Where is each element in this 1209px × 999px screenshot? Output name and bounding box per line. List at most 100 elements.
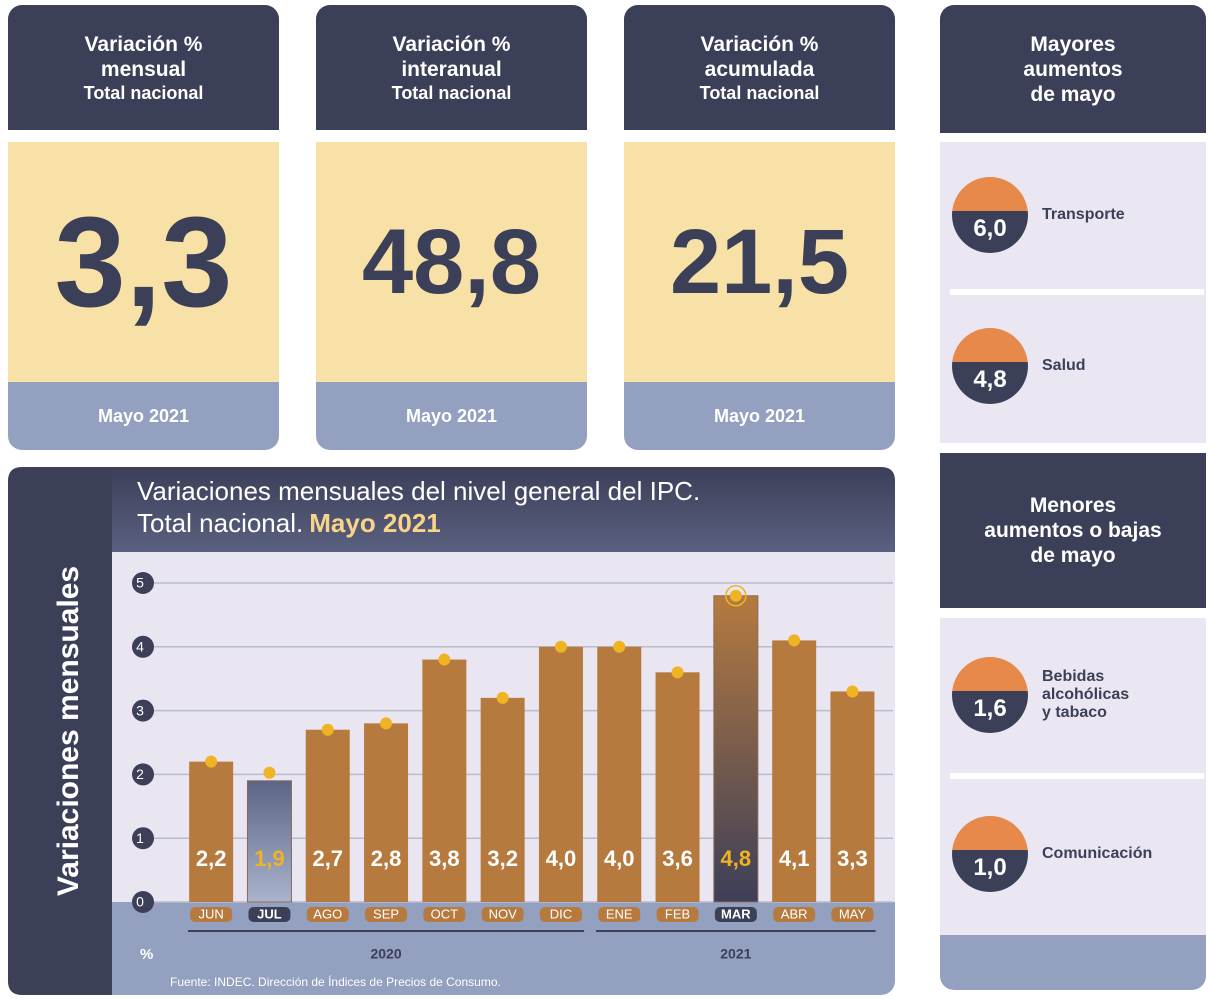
x-tick-label: FEB <box>665 906 690 921</box>
bar <box>830 691 875 902</box>
bar <box>480 697 525 902</box>
title-line: Variaciones mensuales del nivel general … <box>137 476 700 506</box>
value-label: 2,2 <box>196 846 227 871</box>
card-value: 48,8 <box>316 142 587 382</box>
y-tick-label: 4 <box>136 639 144 655</box>
y-tick-label: 5 <box>136 575 144 591</box>
y-tick-label: 1 <box>136 830 144 846</box>
value-label: 3,3 <box>837 846 868 871</box>
separator <box>950 288 1204 295</box>
side-title: aumentos o bajas <box>984 519 1162 542</box>
card-value: 21,5 <box>624 142 895 382</box>
value-label: 4,0 <box>604 846 635 871</box>
item-label-line: Bebidas <box>1042 668 1105 686</box>
item-label-line: Transporte <box>1042 206 1125 224</box>
card-value: 3,3 <box>8 142 279 382</box>
card-period: Mayo 2021 <box>624 382 895 450</box>
x-tick-pill <box>190 907 233 922</box>
value-label: 3,2 <box>487 846 518 871</box>
side-list: 1,6 Bebidas alcohólicas y tabaco 1,0 Comunica… <box>940 618 1206 935</box>
value-label: 2,8 <box>371 846 402 871</box>
bar <box>538 646 583 902</box>
y-tick-label: 0 <box>136 894 144 910</box>
x-tick-pill <box>423 907 466 922</box>
source: Fuente: INDEC. Dirección de Índices de P… <box>170 974 501 989</box>
x-tick-pill <box>481 907 524 922</box>
bar <box>305 729 350 902</box>
side-title: Mayores <box>1030 32 1116 56</box>
group-label: 2020 <box>370 946 401 962</box>
x-tick-label: OCT <box>431 906 459 921</box>
x-tick-pill <box>831 907 874 922</box>
item-value: 6,0 <box>952 177 1028 254</box>
item-label-line: Salud <box>1042 356 1086 374</box>
bar <box>189 761 234 902</box>
dot-ring <box>725 585 747 607</box>
y-tick-marker <box>132 572 154 594</box>
title-highlight: Mayo 2021 <box>309 508 441 538</box>
y-tick-marker <box>132 891 154 913</box>
y-unit: % <box>140 946 153 963</box>
item-label: Transporte <box>1042 206 1125 224</box>
x-tick-label: ENE <box>606 906 633 921</box>
dot <box>554 640 567 653</box>
card-header: Variación % mensual Total nacional <box>8 5 279 130</box>
chart-title: Variaciones mensuales del nivel general … <box>137 476 700 538</box>
value-label: 3,6 <box>662 846 693 871</box>
dot <box>729 589 742 602</box>
side-item: 6,0 Transporte <box>952 142 1125 289</box>
item-label-line: alcohólicas <box>1042 686 1130 704</box>
group-label: 2021 <box>720 946 751 962</box>
dot <box>613 640 626 653</box>
x-tick-label: MAY <box>839 906 867 921</box>
item-label: Salud <box>1042 357 1086 375</box>
value-label: 4,1 <box>779 846 810 871</box>
card-period: Mayo 2021 <box>316 382 587 450</box>
dot <box>263 766 276 779</box>
item-label-line: Comunicación <box>1042 844 1153 862</box>
side-item: 1,6 Bebidas alcohólicas y tabaco <box>952 618 1129 773</box>
item-label-line: y tabaco <box>1042 704 1107 722</box>
y-tick-label: 3 <box>136 702 144 718</box>
item-label: Comunicación <box>1042 845 1152 863</box>
x-tick-label: ABR <box>781 906 808 921</box>
dot <box>496 691 509 704</box>
card-title: interanual <box>401 57 502 81</box>
card-header: Variación % acumulada Total nacional <box>624 5 895 130</box>
x-tick-label: AGO <box>313 906 342 921</box>
dot <box>438 653 451 666</box>
x-tick-label: SEP <box>373 906 399 921</box>
bar <box>655 672 700 902</box>
x-tick-pill <box>714 907 757 922</box>
card-title: Variación % <box>392 32 511 56</box>
x-tick-label: MAR <box>721 906 751 921</box>
side-item: 4,8 Salud <box>952 293 1086 440</box>
y-tick-marker <box>132 763 154 786</box>
side-strip <box>8 467 112 995</box>
side-item: 1,0 Comunicación <box>952 777 1152 932</box>
x-tick-label: JUL <box>257 906 282 921</box>
bar <box>422 659 467 902</box>
title-panel <box>112 467 895 552</box>
card-title: mensual <box>100 57 187 81</box>
item-value: 4,8 <box>952 327 1028 404</box>
x-tick-label: DIC <box>550 906 572 921</box>
item-label: Bebidas alcohólicas y tabaco <box>1042 668 1129 722</box>
value-label: 1,9 <box>254 846 285 871</box>
side-list: 6,0 Transporte 4,8 Salud <box>940 142 1206 443</box>
bar <box>364 723 409 902</box>
card-subtitle: Total nacional <box>699 82 820 103</box>
title-line: Total nacional. <box>137 508 303 538</box>
card-header: Variación % interanual Total nacional <box>316 5 587 130</box>
bar <box>772 640 817 902</box>
card-period: Mayo 2021 <box>8 382 279 450</box>
x-tick-pill <box>539 907 582 922</box>
card-subtitle: Total nacional <box>83 82 204 103</box>
card-subtitle: Total nacional <box>391 82 512 103</box>
value-label: 3,8 <box>429 846 460 871</box>
bar <box>246 780 292 903</box>
y-tick-label: 2 <box>136 766 144 782</box>
card-title: Variación % <box>700 32 819 56</box>
dot <box>321 723 334 736</box>
